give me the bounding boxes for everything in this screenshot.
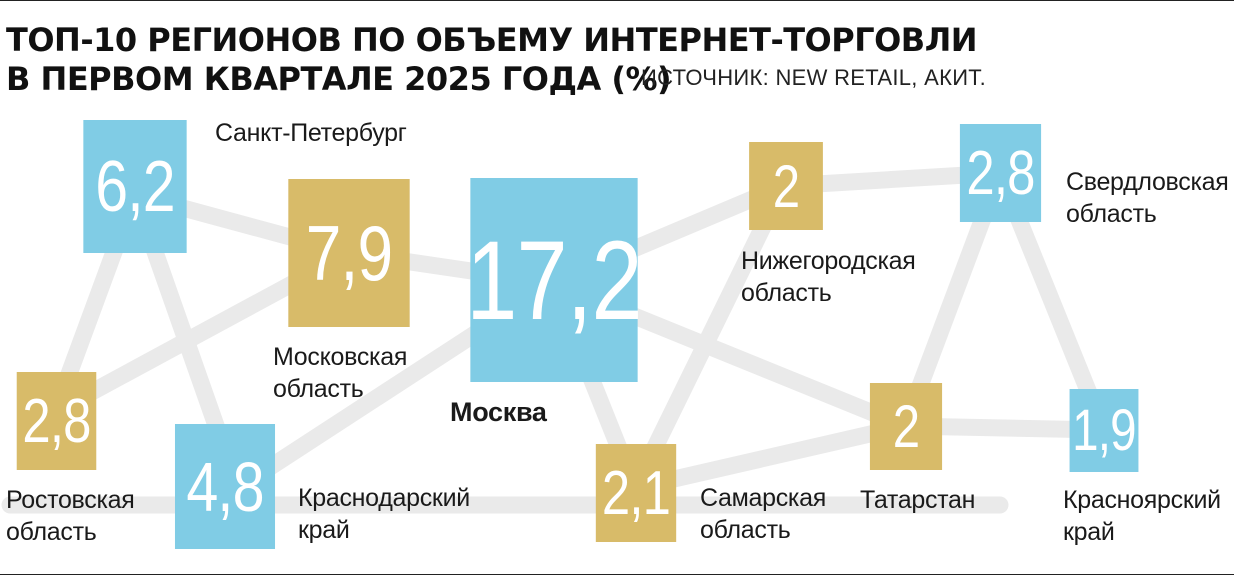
region-box-rostov: 2,8 xyxy=(16,372,97,470)
region-name-krasnodar-2: край xyxy=(298,516,350,544)
title-line-2: В ПЕРВОМ КВАРТАЛЕ 2025 ГОДА (%) xyxy=(6,60,672,98)
region-name-sverdlovsk-2: область xyxy=(1066,200,1157,228)
region-name-krasnoyarsk-1: Красноярский xyxy=(1063,486,1221,514)
region-name-krasnoyarsk-2: край xyxy=(1063,518,1115,546)
region-box-nizhny-novgorod: 2 xyxy=(749,142,823,230)
region-box-samara: 2,1 xyxy=(595,444,677,542)
source-note: ИСТОЧНИК: NEW RETAIL, АКИТ. xyxy=(641,65,987,90)
link-samara-nizhny xyxy=(626,177,792,497)
region-box-sverdlovsk: 2,8 xyxy=(959,124,1042,222)
region-name-moscow-oblast-2: область xyxy=(273,375,364,403)
region-name-sverdlovsk-1: Свердловская xyxy=(1066,168,1229,196)
region-label-tatarstan: Татарстан xyxy=(860,484,975,516)
region-name-rostov-1: Ростовская xyxy=(6,486,135,514)
region-box-spb: 6,2 xyxy=(83,120,187,253)
region-name-moscow: Москва xyxy=(450,397,547,427)
region-name-rostov-2: область xyxy=(6,518,97,546)
region-label-moscow: Москва xyxy=(450,396,547,428)
region-name-samara-2: область xyxy=(700,516,791,544)
region-name-nizhny-1: Нижегородская xyxy=(741,247,916,275)
region-name-moscow-oblast-1: Московская xyxy=(273,343,408,371)
region-label-nizhny-novgorod: Нижегородская область xyxy=(741,245,916,309)
region-name-tatarstan: Татарстан xyxy=(860,486,976,514)
region-label-spb: Санкт-Петербург xyxy=(215,117,407,149)
region-label-moscow-oblast: Московская область xyxy=(273,341,407,405)
region-name-nizhny-2: область xyxy=(741,279,832,307)
region-label-krasnoyarsk: Красноярский край xyxy=(1063,484,1221,548)
region-box-moscow: 17,2 xyxy=(466,178,643,382)
region-box-krasnodar: 4,8 xyxy=(174,424,276,549)
title-line-1: ТОП-10 РЕГИОНОВ ПО ОБЪЕМУ ИНТЕРНЕТ-ТОРГО… xyxy=(6,21,978,59)
region-name-spb: Санкт-Петербург xyxy=(215,119,407,147)
region-box-tatarstan: 2 xyxy=(869,383,943,470)
region-box-krasnoyarsk: 1,9 xyxy=(1069,389,1139,472)
region-label-krasnodar: Краснодарский край xyxy=(298,482,470,546)
region-box-moscow-oblast: 7,9 xyxy=(288,179,410,327)
region-label-samara: Самарская область xyxy=(700,482,826,546)
region-label-sverdlovsk: Свердловская область xyxy=(1066,166,1229,230)
link-samara-tatarstan xyxy=(626,417,914,497)
region-name-samara-1: Самарская xyxy=(700,484,826,512)
region-label-rostov: Ростовская область xyxy=(6,484,135,548)
region-name-krasnodar-1: Краснодарский xyxy=(298,484,470,512)
